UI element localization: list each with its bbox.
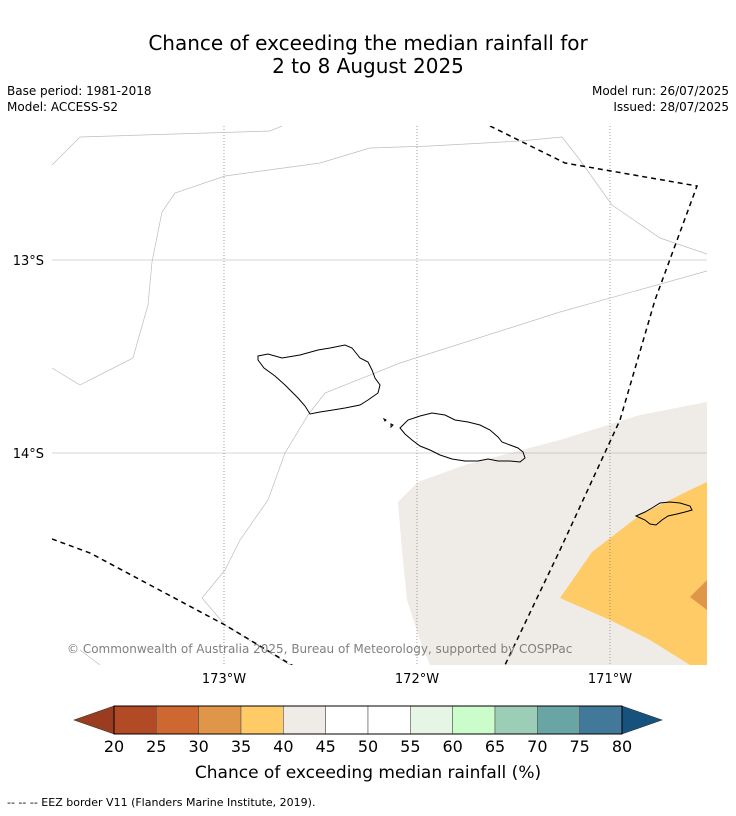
issued-text: Issued: 28/07/2025 xyxy=(613,100,729,114)
colorbar-segment-70-75 xyxy=(537,705,580,735)
map-title-line1: Chance of exceeding the median rainfall … xyxy=(148,31,588,55)
colorbar-segment-60-65 xyxy=(452,705,496,735)
meta-right: Model run: 26/07/2025 Issued: 28/07/2025 xyxy=(592,83,729,115)
upolu-island xyxy=(399,412,526,463)
colorbar-segment-25-30 xyxy=(156,705,199,735)
colorbar-tick-20: 20 xyxy=(104,737,124,756)
base-period-text: Base period: 1981-2018 xyxy=(7,84,152,98)
map-title-line2: 2 to 8 August 2025 xyxy=(272,54,464,78)
manono-island xyxy=(382,417,387,422)
colorbar-segment-45-50 xyxy=(325,705,369,735)
copyright-text: © Commonwealth of Australia 2025, Bureau… xyxy=(67,642,572,656)
colorbar-outline xyxy=(113,705,623,735)
meta-left: Base period: 1981-2018 Model: ACCESS-S2 xyxy=(7,83,152,115)
colorbar-tick-40: 40 xyxy=(273,737,293,756)
colorbar-tick-60: 60 xyxy=(442,737,462,756)
colorbar-segment-35-40 xyxy=(240,705,284,735)
colorbar-segment-55-60 xyxy=(410,705,453,735)
colorbar-tick-45: 45 xyxy=(315,737,335,756)
colorbar-tick-55: 55 xyxy=(400,737,420,756)
colorbar-tick-35: 35 xyxy=(231,737,251,756)
colorbar-tick-30: 30 xyxy=(188,737,208,756)
map-panel: © Commonwealth of Australia 2025, Bureau… xyxy=(52,126,707,665)
colorbar-tick-75: 75 xyxy=(569,737,589,756)
colorbar-segment-30-35 xyxy=(198,705,242,735)
colorbar-segment-40-45 xyxy=(283,705,326,735)
colorbar-tick-80: 80 xyxy=(612,737,632,756)
eez-footnote: -- -- -- EEZ border V11 (Flanders Marine… xyxy=(7,796,316,809)
islands xyxy=(257,344,693,526)
colorbar-label: Chance of exceeding median rainfall (%) xyxy=(195,763,541,783)
region-35-40 xyxy=(560,482,707,665)
lat-label-13s: 13°S xyxy=(13,254,44,269)
colorbar-tick-70: 70 xyxy=(527,737,547,756)
colorbar-over-arrow xyxy=(621,705,663,735)
model-text: Model: ACCESS-S2 xyxy=(7,100,119,114)
colorbar-segment-50-55 xyxy=(367,705,411,735)
region-30-35 xyxy=(690,580,707,610)
lon-label-173w: 173°W xyxy=(202,672,246,687)
colorbar-tick-65: 65 xyxy=(485,737,505,756)
map-figure: © Commonwealth of Australia 2025, Bureau… xyxy=(13,126,707,783)
lon-label-171w: 171°W xyxy=(588,672,632,687)
tutuila-island xyxy=(634,501,693,526)
lat-label-14s: 14°S xyxy=(13,447,44,462)
colorbar-segment-20-25 xyxy=(113,705,157,735)
colorbar-tick-25: 25 xyxy=(146,737,166,756)
colorbar: 20 25 30 35 40 45 50 55 60 65 70 75 80 xyxy=(73,705,663,756)
lon-label-172w: 172°W xyxy=(395,672,439,687)
colorbar-segment-75-80 xyxy=(579,705,623,735)
colorbar-under-arrow xyxy=(73,705,115,735)
colorbar-segment-65-70 xyxy=(494,705,538,735)
colorbar-tick-50: 50 xyxy=(358,737,378,756)
savaii-island xyxy=(257,344,381,415)
eez-border xyxy=(52,126,699,665)
model-run-text: Model run: 26/07/2025 xyxy=(591,84,729,98)
apolima-island xyxy=(390,423,394,429)
